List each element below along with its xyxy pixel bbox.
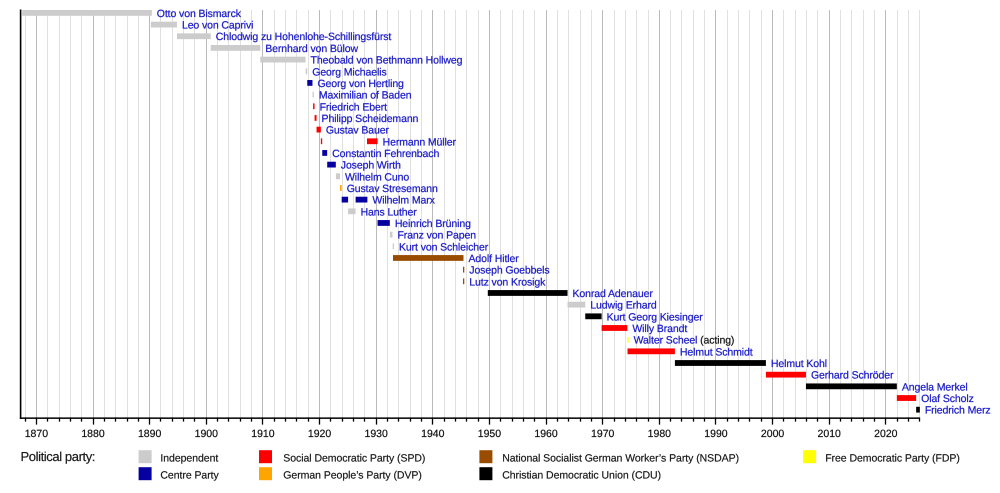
svg-text:Heinrich Brüning: Heinrich Brüning — [395, 218, 471, 230]
svg-text:Friedrich Ebert: Friedrich Ebert — [320, 101, 388, 113]
svg-text:Centre Party: Centre Party — [160, 469, 219, 481]
svg-text:Kurt Georg Kiesinger: Kurt Georg Kiesinger — [607, 311, 704, 323]
svg-text:1910: 1910 — [251, 428, 275, 440]
svg-text:1900: 1900 — [195, 428, 219, 440]
svg-text:Bernhard von Bülow: Bernhard von Bülow — [265, 43, 358, 55]
svg-text:Joseph Goebbels: Joseph Goebbels — [469, 265, 549, 277]
svg-text:2020: 2020 — [874, 428, 898, 440]
svg-text:1870: 1870 — [25, 428, 49, 440]
svg-text:2000: 2000 — [761, 428, 785, 440]
svg-text:Angela Merkel: Angela Merkel — [902, 381, 968, 393]
svg-text:Maximilian of Baden: Maximilian of Baden — [319, 90, 412, 102]
svg-text:Wilhelm Cuno: Wilhelm Cuno — [345, 171, 409, 183]
svg-text:German People’s Party (DVP): German People’s Party (DVP) — [283, 469, 422, 481]
svg-text:Georg von Hertling: Georg von Hertling — [317, 78, 404, 90]
svg-text:1940: 1940 — [421, 428, 445, 440]
svg-text:Konrad Adenauer: Konrad Adenauer — [573, 288, 654, 300]
svg-text:1880: 1880 — [81, 428, 105, 440]
svg-text:Independent: Independent — [160, 453, 218, 465]
svg-text:Helmut Kohl: Helmut Kohl — [771, 358, 827, 370]
svg-text:Political party:: Political party: — [21, 449, 96, 464]
svg-text:Franz von Papen: Franz von Papen — [397, 230, 476, 242]
svg-text:Adolf Hitler: Adolf Hitler — [469, 253, 520, 265]
svg-text:Theobald von Bethmann Hollweg: Theobald von Bethmann Hollweg — [311, 55, 463, 67]
svg-text:Kurt von Schleicher: Kurt von Schleicher — [399, 241, 489, 253]
svg-text:1980: 1980 — [648, 428, 672, 440]
svg-text:Gustav Stresemann: Gustav Stresemann — [347, 183, 438, 195]
svg-text:Willy Brandt: Willy Brandt — [632, 323, 687, 335]
svg-text:Lutz von Krosigk: Lutz von Krosigk — [469, 276, 546, 288]
svg-text:1890: 1890 — [138, 428, 162, 440]
svg-text:Gustav Bauer: Gustav Bauer — [326, 125, 390, 137]
svg-text:1970: 1970 — [591, 428, 615, 440]
svg-text:1930: 1930 — [365, 428, 389, 440]
svg-text:1990: 1990 — [704, 428, 728, 440]
svg-text:Leo von Caprivi: Leo von Caprivi — [182, 20, 253, 32]
svg-text:1920: 1920 — [308, 428, 332, 440]
svg-text:Otto von Bismarck: Otto von Bismarck — [157, 8, 242, 20]
svg-text:Walter Scheel (acting): Walter Scheel (acting) — [634, 335, 735, 347]
svg-text:Philipp Scheidemann: Philipp Scheidemann — [322, 113, 419, 125]
svg-text:National Socialist German Work: National Socialist German Worker’s Party… — [502, 453, 739, 465]
svg-text:Joseph Wirth: Joseph Wirth — [341, 160, 401, 172]
svg-text:Christian Democratic Union (CD: Christian Democratic Union (CDU) — [502, 469, 661, 481]
svg-text:Chlodwig zu Hohenlohe-Schillin: Chlodwig zu Hohenlohe-Schillingsfürst — [216, 31, 392, 43]
svg-text:Friedrich Merz: Friedrich Merz — [925, 405, 991, 417]
svg-text:Georg Michaelis: Georg Michaelis — [312, 66, 386, 78]
svg-text:Free Democratic Party (FDP): Free Democratic Party (FDP) — [825, 453, 960, 465]
svg-text:Wilhelm Marx: Wilhelm Marx — [372, 195, 435, 207]
svg-text:Helmut Schmidt: Helmut Schmidt — [680, 346, 753, 358]
svg-text:Gerhard Schröder: Gerhard Schröder — [811, 370, 894, 382]
svg-text:1960: 1960 — [534, 428, 558, 440]
svg-text:2010: 2010 — [818, 428, 842, 440]
svg-text:Hans Luther: Hans Luther — [361, 206, 418, 218]
svg-text:Olaf Scholz: Olaf Scholz — [921, 393, 974, 405]
svg-text:Social Democratic Party (SPD): Social Democratic Party (SPD) — [283, 453, 425, 465]
svg-text:1950: 1950 — [478, 428, 502, 440]
svg-text:Ludwig Erhard: Ludwig Erhard — [590, 300, 657, 312]
svg-text:Constantin Fehrenbach: Constantin Fehrenbach — [332, 148, 439, 160]
svg-text:Hermann Müller: Hermann Müller — [383, 136, 457, 148]
